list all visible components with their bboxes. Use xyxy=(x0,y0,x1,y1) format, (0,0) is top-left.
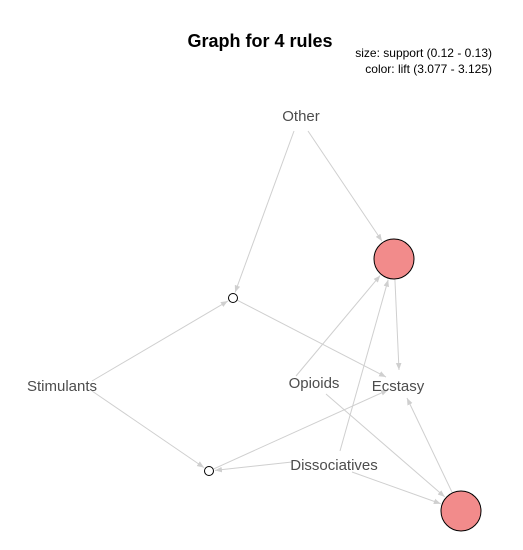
legend-size: size: support (0.12 - 0.13) xyxy=(355,46,492,60)
item-labels: Other Stimulants Opioids Ecstasy Dissociativ… xyxy=(27,108,425,474)
edge-rule-4-to-ecstasy xyxy=(406,397,453,494)
edge-stimulants-to-rule-1 xyxy=(91,300,229,382)
rule-nodes xyxy=(204,238,482,532)
legend-color: color: lift (3.077 - 3.125) xyxy=(365,62,492,76)
edge-dissociatives-to-rule-4 xyxy=(351,471,441,505)
edge-rule-2-to-ecstasy xyxy=(394,278,402,371)
edge-dissociatives-to-rule-3 xyxy=(214,461,293,473)
edge-other-to-rule-1 xyxy=(234,130,295,293)
item-label-ecstasy: Ecstasy xyxy=(372,378,425,395)
edge-stimulants-to-rule-3 xyxy=(91,390,205,469)
edge-opioids-to-rule-4 xyxy=(325,393,446,498)
item-label-stimulants: Stimulants xyxy=(27,378,97,395)
rule-edges xyxy=(91,130,453,505)
edge-opioids-to-rule-2 xyxy=(295,275,381,377)
edge-dissociatives-to-rule-2 xyxy=(339,279,389,452)
rule-2-node xyxy=(373,238,415,280)
graph-title: Graph for 4 rules xyxy=(187,31,332,51)
edge-rule-1-to-ecstasy xyxy=(236,299,387,378)
edge-other-to-rule-2 xyxy=(307,130,383,242)
rule-3-node xyxy=(204,466,214,476)
rule-4-node xyxy=(440,490,482,532)
item-label-dissociatives: Dissociatives xyxy=(290,457,378,474)
edge-rule-3-to-ecstasy xyxy=(212,389,389,470)
item-label-opioids: Opioids xyxy=(289,375,340,392)
rule-1-node xyxy=(228,293,238,303)
item-label-other: Other xyxy=(282,108,320,125)
